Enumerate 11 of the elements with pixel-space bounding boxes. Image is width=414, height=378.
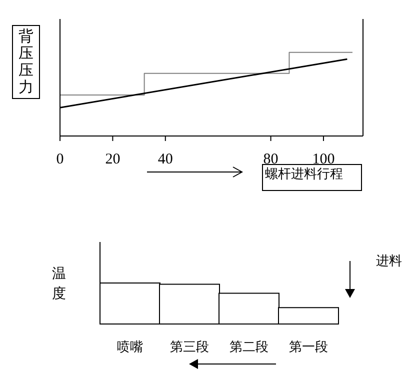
- x-tick-label: 20: [105, 152, 120, 168]
- x-tick-label: 0: [56, 152, 64, 168]
- x-tick-label: 第一段: [288, 340, 328, 356]
- x-tick-label: 40: [158, 152, 173, 168]
- y-axis-title: 背压压力: [13, 27, 39, 96]
- x-tick-label: 喷嘴: [116, 340, 143, 356]
- y-axis-title: 温度: [52, 265, 67, 304]
- text: 进料: [376, 253, 402, 270]
- x-tick-label: 第三段: [170, 340, 209, 356]
- x-axis-title: 螺杆进料行程: [262, 164, 362, 191]
- x-tick-label: 第二段: [229, 340, 268, 356]
